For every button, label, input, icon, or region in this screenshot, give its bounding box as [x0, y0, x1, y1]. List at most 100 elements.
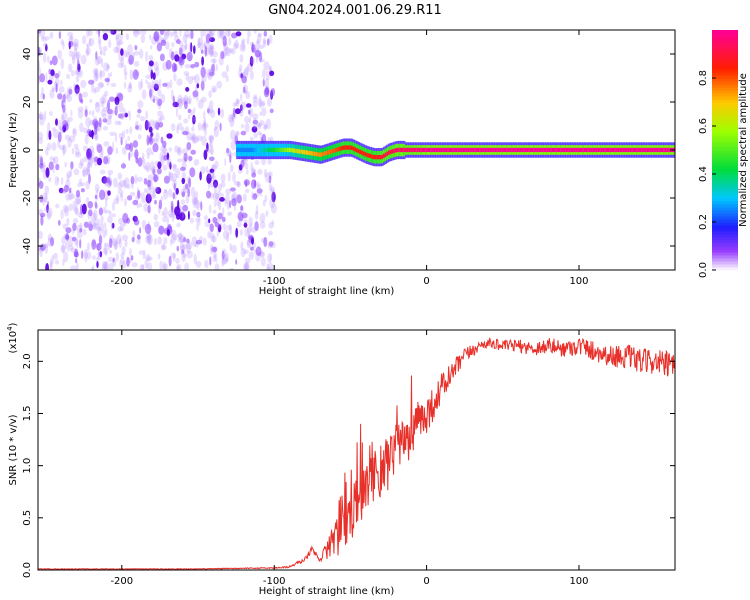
noise-speck [132, 30, 139, 35]
ridge-core [450, 147, 453, 153]
noise-speck [184, 100, 188, 110]
noise-speck [221, 250, 225, 260]
ridge-core [536, 147, 539, 153]
noise-speck [138, 134, 142, 140]
ridge-core [339, 146, 342, 151]
noise-speck [249, 222, 253, 233]
x-axis-label: Height of straight line (km) [259, 286, 395, 297]
colorbar-segment [712, 36, 738, 40]
ridge-core [371, 154, 374, 159]
noise-speck [263, 30, 267, 37]
ridge-core [352, 146, 355, 151]
noise-speck [264, 78, 270, 89]
x-tick-label: -100 [263, 276, 286, 287]
noise-speck [195, 239, 203, 245]
noise-speck [89, 145, 95, 154]
noise-speck [173, 73, 177, 82]
noise-speck [204, 127, 208, 136]
noise-speck [210, 58, 217, 63]
noise-speck [67, 32, 74, 37]
noise-speck [199, 236, 203, 242]
colorbar-segment [712, 249, 738, 253]
noise-speck [263, 123, 268, 131]
ridge-core [317, 152, 320, 157]
noise-speck [69, 187, 71, 194]
noise-speck [74, 151, 82, 158]
ridge-core [646, 147, 649, 153]
noise-speck [257, 98, 263, 107]
ridge-core [534, 147, 538, 153]
noise-speck [69, 193, 76, 200]
noise-speck [166, 152, 170, 161]
colorbar-segment [712, 132, 738, 136]
noise-speck [113, 197, 120, 205]
ridge-core [455, 147, 458, 153]
noise-speck [118, 179, 126, 188]
noise-speck [88, 38, 95, 47]
noise-speck [75, 262, 79, 270]
noise-speck [205, 33, 211, 44]
ridge-core [239, 147, 242, 153]
colorbar-segment [712, 147, 738, 151]
noise-speck [80, 80, 87, 88]
noise-speck [191, 132, 196, 142]
noise-speck [126, 195, 133, 201]
noise-speck [258, 44, 265, 50]
noise-speck [142, 152, 145, 159]
ridge-core [448, 147, 452, 153]
noise-speck [100, 50, 103, 55]
noise-speck [66, 174, 70, 182]
noise-speck [216, 80, 223, 89]
noise-speck [244, 228, 250, 237]
ridge-core [516, 147, 519, 153]
noise-speck [167, 209, 174, 218]
noise-speck [248, 216, 253, 227]
colorbar-segment [712, 144, 738, 148]
ridge-core [617, 147, 620, 153]
noise-speck [254, 30, 257, 34]
ridge-core [384, 152, 387, 157]
noise-speck [94, 194, 98, 200]
ridge-core [642, 147, 646, 153]
noise-speck [209, 45, 214, 56]
noise-speck [55, 118, 58, 126]
noise-speck [187, 187, 190, 198]
noise-speck [105, 117, 112, 126]
noise-speck [269, 108, 274, 114]
noise-speck [128, 81, 132, 89]
noise-speck [104, 242, 109, 247]
noise-speck [267, 38, 270, 46]
noise-speck [191, 236, 198, 248]
noise-speck [38, 131, 44, 140]
noise-speck [162, 164, 168, 171]
noise-speck [255, 204, 259, 215]
colorbar-segment [712, 96, 738, 100]
noise-speck [220, 30, 224, 38]
ridge-core [347, 145, 350, 150]
noise-speck [190, 186, 196, 198]
noise-speck [237, 211, 244, 222]
noise-speck [263, 124, 268, 129]
noise-speck [42, 197, 46, 206]
noise-speck [152, 143, 159, 153]
noise-speck [77, 182, 82, 187]
noise-speck [118, 120, 122, 126]
noise-speck [88, 119, 96, 126]
noise-speck [199, 201, 202, 208]
noise-speck [157, 117, 161, 125]
noise-speck [64, 134, 70, 141]
noise-speck [263, 238, 266, 245]
noise-speck [178, 56, 185, 66]
noise-speck [166, 216, 169, 226]
noise-speck [215, 64, 218, 72]
noise-speck [115, 252, 120, 262]
ridge-core [573, 147, 576, 153]
noise-speck [234, 39, 239, 49]
noise-speck [120, 48, 124, 56]
noise-speck [113, 240, 118, 250]
noise-speck [74, 207, 79, 216]
noise-speck [255, 246, 262, 256]
noise-speck [200, 80, 205, 91]
colorbar-tick-label: 0.4 [698, 166, 709, 182]
